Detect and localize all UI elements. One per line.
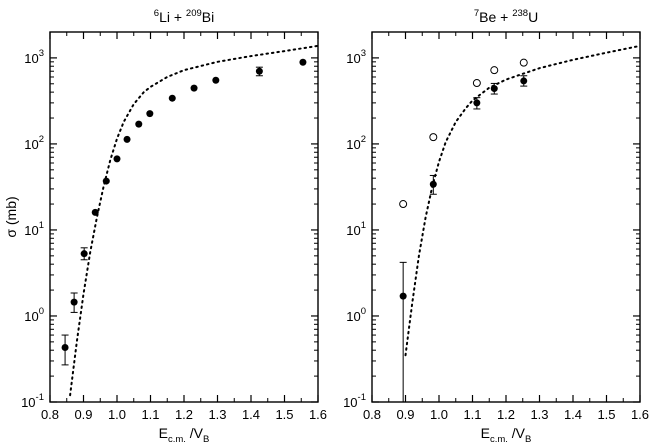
y-tick-label: 102	[24, 134, 44, 152]
y-tick-base: 10	[24, 137, 38, 152]
y-tick-base: 10	[346, 223, 360, 238]
theory-curve	[404, 44, 640, 357]
data-point	[146, 110, 154, 118]
data-point	[255, 67, 263, 75]
data-point	[61, 344, 69, 352]
y-tick-base: 10	[346, 309, 360, 324]
x-tick-label: 1.5	[597, 407, 615, 422]
y-tick-exponent: 0	[39, 306, 44, 317]
title-target: Bi	[202, 9, 214, 25]
title-projectile: Li +	[159, 9, 186, 25]
y-tick-label: 102	[346, 134, 366, 152]
y-tick-label: 10-1	[21, 392, 44, 410]
y-tick-base: 10	[346, 51, 360, 66]
y-tick-base: 10	[24, 223, 38, 238]
x-tick-label: 1.4	[242, 407, 260, 422]
y-tick-exponent: 2	[39, 134, 44, 145]
y-axis-label: σ (mb)	[3, 196, 19, 237]
x-tick-label: 1.3	[208, 407, 226, 422]
y-tick-exponent: 1	[361, 220, 366, 231]
y-tick-base: 10	[343, 395, 357, 410]
panel-left: 0.8 0.9 1.0 1.1 1.2 1.3 1.4 1.5 1.610-1100101102…	[3, 8, 327, 442]
panel-title: 6Li + 209Bi	[154, 8, 214, 25]
x-label-subscript: c.m.	[168, 434, 186, 442]
x-tick-label: 1.0	[430, 407, 448, 422]
x-tick-label: 0.9	[74, 407, 92, 422]
y-tick-label: 101	[24, 220, 44, 238]
theory-curve	[69, 44, 318, 397]
y-tick-exponent: 1	[39, 220, 44, 231]
y-tick-label: 10-1	[343, 392, 366, 410]
data-point-open	[429, 133, 438, 142]
y-tick-exponent: -1	[358, 392, 366, 403]
x-tick-label: 1.1	[141, 407, 159, 422]
title-projectile: Be +	[479, 9, 512, 25]
x-label-main: E	[159, 425, 168, 441]
data-layer	[61, 44, 318, 397]
panel-title: 7Be + 238U	[474, 8, 538, 25]
x-tick-label: 0.8	[41, 407, 59, 422]
plot-frame	[371, 31, 641, 403]
data-layer	[399, 44, 640, 402]
data-point	[135, 120, 143, 128]
x-label-subscript: c.m.	[490, 434, 508, 442]
data-point	[299, 58, 307, 66]
y-tick-exponent: -1	[36, 392, 44, 403]
panel-right: 0.8 0.9 1.0 1.1 1.2 1.3 1.4 1.5 1.610-1100101102…	[343, 8, 649, 442]
y-tick-exponent: 2	[361, 134, 366, 145]
x-tick-label: 0.8	[363, 407, 381, 422]
data-point-open	[519, 58, 528, 67]
x-axis-label: Ec.m. /VB	[159, 425, 210, 442]
title-mass-number: 209	[186, 8, 202, 19]
x-tick-label: 1.4	[564, 407, 582, 422]
data-point	[113, 155, 121, 163]
y-tick-label: 100	[346, 306, 366, 324]
title-mass-number: 238	[512, 8, 528, 19]
data-point	[168, 94, 176, 102]
y-tick-exponent: 3	[39, 48, 44, 59]
y-tick-exponent: 0	[361, 306, 366, 317]
title-target: U	[528, 9, 538, 25]
x-tick-label: 1.2	[175, 407, 193, 422]
x-tick-label: 1.5	[275, 407, 293, 422]
y-tick-label: 103	[346, 48, 366, 66]
y-tick-label: 101	[346, 220, 366, 238]
x-axis-label: Ec.m. /VB	[481, 425, 532, 442]
x-label-mid: /V	[508, 425, 526, 441]
x-tick-label: 1.3	[530, 407, 548, 422]
y-tick-base: 10	[24, 309, 38, 324]
x-tick-label: 0.9	[396, 407, 414, 422]
x-tick-label: 1.1	[463, 407, 481, 422]
data-point	[399, 292, 407, 300]
x-label-subscript: B	[203, 434, 209, 442]
title-mass-number: 6	[154, 8, 159, 19]
y-tick-base: 10	[21, 395, 35, 410]
plot-frame	[49, 31, 319, 403]
data-point-open	[490, 66, 499, 75]
x-label-mid: /V	[186, 425, 204, 441]
data-point	[123, 135, 131, 143]
data-point	[80, 250, 88, 258]
x-label-main: E	[481, 425, 490, 441]
data-point	[70, 298, 78, 306]
data-point	[190, 84, 198, 92]
x-label-subscript: B	[525, 434, 531, 442]
y-tick-label: 103	[24, 48, 44, 66]
x-tick-label: 1.0	[108, 407, 126, 422]
data-point-open	[399, 200, 408, 209]
title-mass-number: 7	[474, 8, 479, 19]
y-tick-exponent: 3	[361, 48, 366, 59]
data-point	[473, 99, 481, 107]
data-point	[520, 77, 528, 85]
data-point-open	[472, 79, 481, 88]
data-point	[212, 76, 220, 84]
y-tick-base: 10	[24, 51, 38, 66]
y-tick-label: 100	[24, 306, 44, 324]
y-tick-base: 10	[346, 137, 360, 152]
x-tick-label: 1.6	[309, 407, 327, 422]
x-tick-label: 1.2	[497, 407, 515, 422]
x-tick-label: 1.6	[631, 407, 649, 422]
